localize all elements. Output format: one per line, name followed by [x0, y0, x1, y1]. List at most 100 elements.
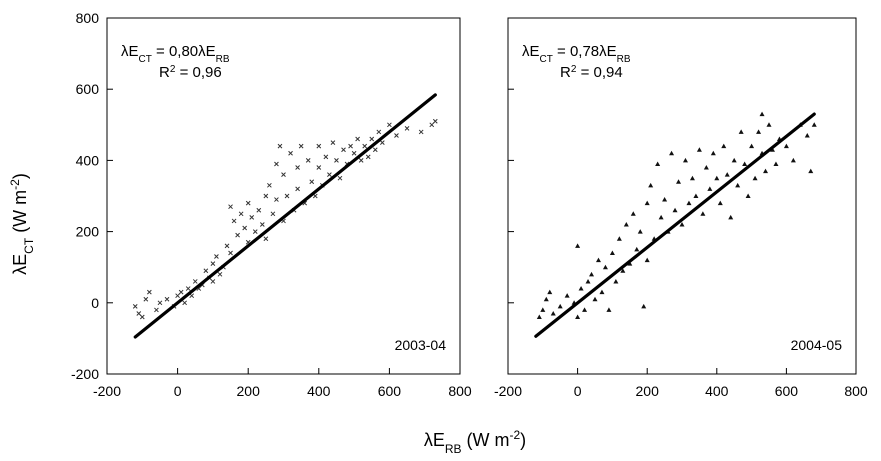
data-point — [369, 136, 375, 142]
data-point — [330, 140, 336, 145]
equation-label: λECT = 0,80λERB — [121, 43, 230, 65]
data-point — [595, 257, 601, 263]
data-point — [609, 250, 615, 255]
data-point — [676, 179, 682, 184]
data-point — [724, 172, 730, 177]
data-point — [679, 221, 685, 227]
data-point — [731, 157, 737, 163]
x-tick-label: -200 — [93, 383, 121, 399]
data-point — [228, 250, 233, 256]
data-point — [644, 257, 650, 263]
data-point — [749, 143, 755, 149]
data-point — [228, 204, 233, 210]
equation-label: λECT = 0,78λERB — [522, 43, 631, 65]
data-point — [766, 122, 772, 127]
data-point — [710, 150, 716, 156]
data-point — [700, 211, 706, 216]
data-point — [309, 179, 315, 185]
data-point — [634, 246, 640, 252]
x-tick-label: 0 — [574, 383, 582, 399]
data-point — [536, 314, 542, 320]
data-point — [358, 158, 364, 163]
data-point — [602, 264, 608, 270]
data-point — [773, 161, 779, 166]
data-point — [693, 193, 699, 198]
data-point — [432, 118, 438, 124]
data-point — [242, 225, 248, 231]
data-point — [355, 136, 360, 142]
data-point — [540, 307, 546, 312]
data-point — [696, 147, 702, 152]
y-tick-label: 400 — [76, 152, 100, 168]
data-point — [164, 296, 170, 302]
data-point — [224, 243, 230, 249]
data-point — [387, 122, 392, 128]
data-point — [627, 261, 633, 266]
data-point — [267, 182, 272, 188]
y-axis-label: λECT (W m-2) — [8, 173, 36, 275]
data-point — [210, 261, 216, 266]
data-point — [717, 200, 723, 206]
data-point — [721, 143, 727, 149]
x-tick-label: 600 — [378, 383, 402, 399]
data-point — [327, 172, 332, 177]
x-tick-label: 200 — [237, 383, 261, 399]
panel-2003-04: -200 0 200 400 600 800 -200 0 200 400 600 800 λECT =… — [71, 10, 472, 399]
data-point — [644, 200, 650, 206]
data-point — [147, 289, 152, 295]
data-point — [214, 254, 219, 259]
data-point — [235, 232, 240, 238]
data-point — [804, 132, 810, 138]
data-point — [811, 122, 817, 127]
data-point — [337, 175, 343, 181]
x-tick-label: 400 — [307, 383, 331, 399]
data-point — [686, 200, 692, 206]
data-point — [372, 147, 378, 153]
data-point — [298, 143, 304, 149]
data-point — [682, 157, 688, 163]
data-point — [284, 193, 290, 199]
data-point — [376, 129, 382, 135]
data-point — [281, 172, 286, 177]
y-tick-label: 0 — [91, 295, 99, 311]
data-point — [759, 111, 765, 117]
regression-line — [133, 93, 437, 339]
data-point — [274, 197, 279, 202]
data-point — [575, 314, 581, 320]
x-tick-label: 0 — [174, 383, 182, 399]
y-tick-label: 200 — [76, 224, 100, 240]
x-tick-label: 200 — [636, 383, 660, 399]
data-point — [351, 150, 357, 156]
y-tick-label: 800 — [76, 10, 100, 26]
data-point — [582, 307, 588, 312]
data-point — [245, 200, 251, 206]
data-point — [735, 182, 741, 188]
data-point — [543, 296, 549, 302]
data-point — [630, 211, 636, 216]
data-point — [157, 300, 163, 306]
data-point — [575, 243, 581, 248]
data-point — [249, 215, 255, 220]
x-tick-label: 800 — [448, 383, 472, 399]
data-point — [394, 133, 399, 138]
data-point — [217, 271, 223, 277]
data-point — [620, 268, 626, 273]
data-point — [316, 165, 322, 170]
data-point — [752, 175, 758, 181]
data-point — [547, 289, 553, 295]
data-point — [606, 307, 612, 312]
data-point — [178, 289, 184, 295]
x-tick-label: 800 — [844, 383, 868, 399]
data-point — [592, 296, 598, 302]
y-tick-label: 600 — [76, 81, 100, 97]
data-point — [616, 236, 622, 241]
data-point — [185, 286, 191, 291]
data-point — [418, 129, 424, 135]
data-point — [714, 175, 720, 181]
data-point — [763, 168, 769, 174]
y-tick-label: -200 — [71, 366, 99, 382]
data-point — [323, 154, 329, 160]
data-point — [136, 311, 142, 316]
